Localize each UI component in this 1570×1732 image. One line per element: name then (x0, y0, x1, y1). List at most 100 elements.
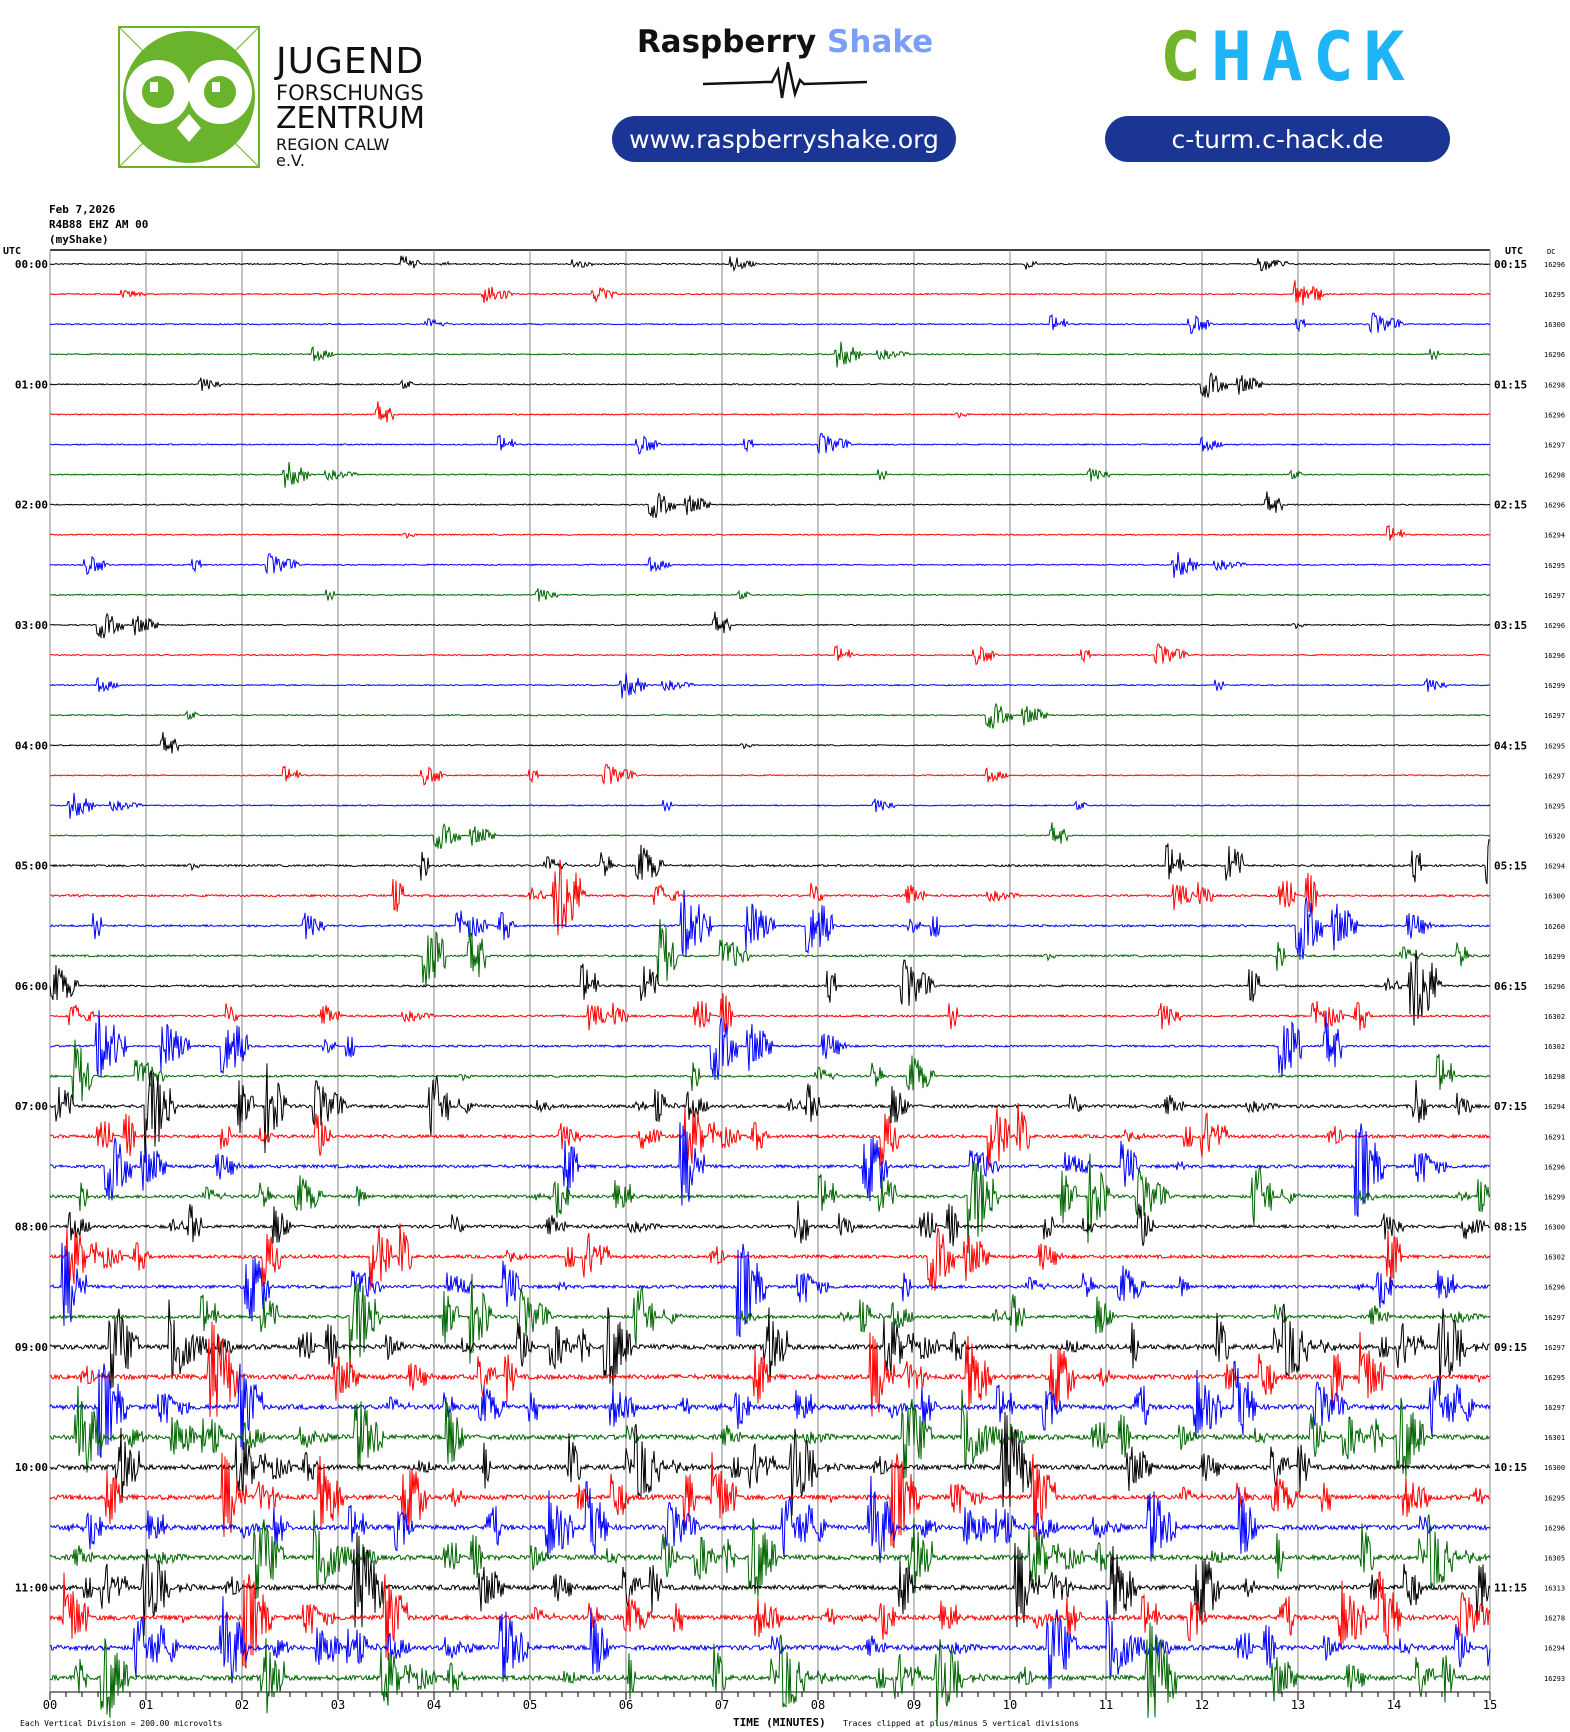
x-tick-label: 13 (1291, 1698, 1305, 1712)
dc-title: DC (1547, 248, 1555, 256)
dc-value: 16298 (1544, 381, 1565, 389)
jfz-logo: JUGEND FORSCHUNGS ZENTRUM REGION CALW e.… (118, 26, 425, 169)
seismic-trace (50, 611, 1491, 639)
dc-value: 16297 (1544, 441, 1565, 449)
seismic-trace (49, 280, 1491, 306)
seismic-trace (50, 588, 1491, 602)
seismic-trace (49, 312, 1491, 335)
x-tick-label: 15 (1483, 1698, 1497, 1712)
left-time-label: 02:00 (15, 499, 48, 512)
seismic-trace (49, 763, 1491, 786)
dc-value: 16300 (1544, 893, 1565, 901)
dc-value: 16291 (1544, 1133, 1565, 1141)
seismic-trace (50, 643, 1491, 666)
dc-value: 16300 (1544, 1464, 1565, 1472)
right-time-label: 00:15 (1494, 258, 1527, 271)
seismic-trace (49, 524, 1491, 541)
dc-value: 16296 (1544, 1163, 1565, 1171)
seismic-trace (49, 792, 1491, 819)
dc-value: 16294 (1544, 1103, 1565, 1111)
x-tick-label: 10 (1003, 1698, 1017, 1712)
seismic-trace (49, 1242, 1491, 1338)
seismic-trace (49, 1360, 1491, 1458)
jfz-line2: FORSCHUNGS (276, 81, 424, 105)
chack-c: C (1160, 18, 1211, 97)
dc-value: 16299 (1544, 682, 1565, 690)
x-tick-label: 05 (523, 1698, 537, 1712)
left-time-label: 04:00 (15, 739, 48, 752)
seismic-trace (50, 1010, 1491, 1081)
left-time-label: 07:00 (15, 1100, 48, 1113)
dc-value: 16297 (1544, 592, 1565, 600)
right-time-label: 07:15 (1494, 1100, 1527, 1113)
seismic-trace (49, 1622, 1491, 1727)
seismic-trace (49, 889, 1491, 960)
x-tick-label: 07 (715, 1698, 729, 1712)
dc-value: 16296 (1544, 983, 1565, 991)
dc-value: 16302 (1544, 1254, 1565, 1262)
dc-value: 16294 (1544, 1645, 1565, 1653)
station-label: R4B88 EHZ AM 00 (49, 218, 149, 231)
seismic-trace (49, 1200, 1491, 1247)
seismic-trace (49, 1596, 1491, 1690)
left-time-label: 00:00 (15, 258, 48, 271)
dc-value: 16302 (1544, 1043, 1565, 1051)
chack-rest: HACK (1210, 18, 1415, 97)
left-axis-title: UTC (3, 246, 21, 257)
seismic-trace (49, 1571, 1491, 1669)
dc-value: 16296 (1544, 502, 1565, 510)
dc-value: 16278 (1544, 1615, 1565, 1623)
left-time-label: 05:00 (15, 860, 48, 873)
left-time-label: 11:00 (15, 1582, 48, 1595)
seismic-trace (49, 341, 1491, 368)
x-tick-label: 08 (811, 1698, 825, 1712)
seismic-trace (49, 255, 1491, 273)
right-time-label: 02:15 (1494, 499, 1527, 512)
dc-value: 16295 (1544, 291, 1565, 299)
right-time-label: 03:15 (1494, 619, 1527, 632)
seismic-trace (49, 1063, 1491, 1163)
seismic-trace (49, 1532, 1491, 1636)
dc-value: 16296 (1544, 1284, 1565, 1292)
dc-value: 16297 (1544, 1404, 1565, 1412)
dc-value: 16296 (1544, 411, 1565, 419)
x-tick-label: 06 (619, 1698, 633, 1712)
dc-value: 16296 (1544, 622, 1565, 630)
dc-value: 16297 (1544, 1314, 1565, 1322)
seismic-trace (49, 1122, 1491, 1217)
x-axis-label: TIME (MINUTES) (733, 1716, 826, 1729)
seismic-trace (49, 702, 1491, 729)
right-time-label: 11:15 (1494, 1582, 1527, 1595)
seismic-trace (49, 1385, 1491, 1479)
x-tick-label: 03 (331, 1698, 345, 1712)
seismic-trace (49, 919, 1491, 987)
scale-note: Each Vertical Division = 200.00 microvol… (20, 1719, 222, 1728)
chack-url-link[interactable]: c-turm.c-hack.de (1105, 116, 1450, 162)
seismic-trace (49, 993, 1491, 1036)
logo-word-raspberry: Raspberry (636, 24, 817, 60)
dc-value: 16296 (1544, 652, 1565, 660)
dc-value: 16297 (1544, 1344, 1565, 1352)
dc-value: 16294 (1544, 532, 1565, 540)
logo-word-shake: Shake (827, 24, 934, 60)
dc-value: 16298 (1544, 1073, 1565, 1081)
raspberryshake-url-link[interactable]: www.raspberryshake.org (612, 116, 956, 162)
left-time-label: 09:00 (15, 1341, 48, 1354)
date-label: Feb 7,2026 (49, 203, 116, 216)
right-time-label: 05:15 (1494, 860, 1527, 873)
right-time-label: 08:15 (1494, 1221, 1527, 1234)
right-time-label: 09:15 (1494, 1341, 1527, 1354)
seismic-trace (49, 731, 1491, 754)
dc-value: 16305 (1544, 1554, 1565, 1562)
dc-value: 16297 (1544, 772, 1565, 780)
seismic-trace (49, 1102, 1491, 1171)
seismic-trace (50, 859, 1491, 936)
seismic-trace (49, 949, 1491, 1026)
dc-value: 16300 (1544, 321, 1565, 329)
x-tick-label: 11 (1099, 1698, 1113, 1712)
dc-value: 16301 (1544, 1434, 1565, 1442)
right-axis-title: UTC (1505, 246, 1523, 257)
x-tick-label: 04 (427, 1698, 441, 1712)
chack-wordmark: CHACK (1160, 24, 1415, 92)
seismic-trace (49, 838, 1491, 885)
